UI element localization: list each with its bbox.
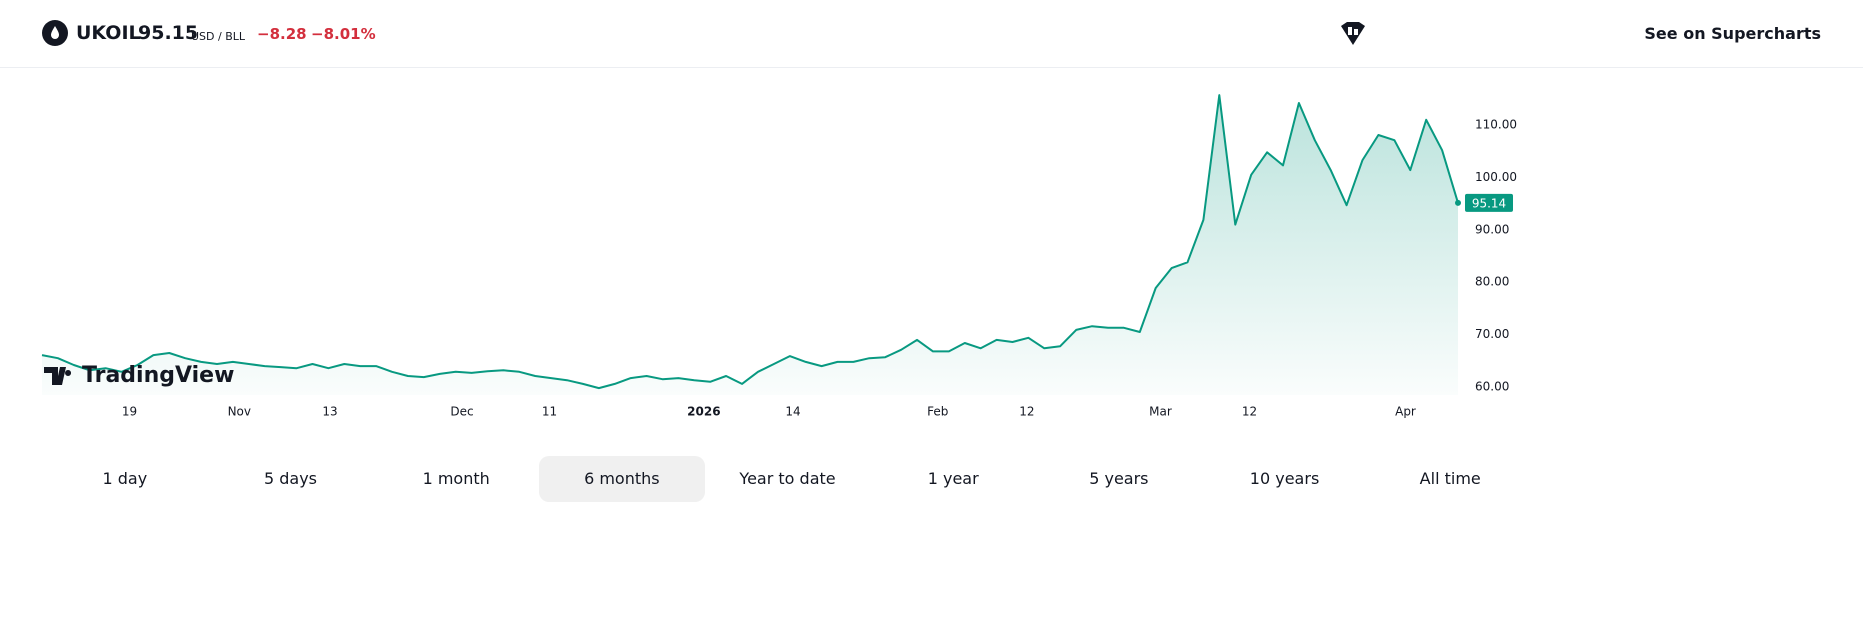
price-line: [41, 94, 1459, 390]
y-tick-label: 90.00: [1475, 222, 1509, 236]
x-tick-label: 14: [785, 405, 800, 419]
x-tick-label: Nov: [228, 405, 251, 419]
period-button[interactable]: 10 years: [1249, 469, 1320, 488]
price: 95.15: [138, 22, 199, 44]
period-button[interactable]: 5 days: [263, 469, 318, 488]
header: UKOIL 95.15 USD / BLL −8.28 −8.01% See o…: [0, 0, 1863, 68]
change-percent: −8.01%: [311, 25, 376, 43]
symbol-icon: [42, 20, 68, 46]
x-tick-label: Dec: [450, 405, 473, 419]
watermark-logo: [44, 367, 72, 385]
x-tick-label: 13: [322, 405, 337, 419]
supercharts-icon: [1341, 22, 1365, 45]
x-tick-label: Apr: [1395, 405, 1416, 419]
period-button[interactable]: 1 day: [102, 469, 148, 488]
chart: 60.00 70.00 80.00 90.00 100.00 110.00 19 Nov 13 D…: [41, 94, 1517, 419]
y-tick-label: 70.00: [1475, 327, 1509, 341]
change: −8.28: [257, 25, 307, 43]
period-button[interactable]: All time: [1419, 469, 1481, 488]
x-tick-label: 2026: [687, 405, 720, 419]
x-tick-label: Feb: [927, 405, 948, 419]
y-tick-label: 110.00: [1475, 118, 1517, 132]
y-tick-label: 80.00: [1475, 275, 1509, 289]
period-button[interactable]: 1 year: [927, 469, 979, 488]
area-fill: [42, 95, 1458, 395]
last-price-label: 95.14: [1472, 196, 1506, 210]
period-button[interactable]: 1 month: [422, 469, 490, 488]
period-button[interactable]: Year to date: [739, 469, 836, 488]
watermark: TradingView: [82, 363, 234, 388]
x-tick-label: 12: [1242, 405, 1257, 419]
x-tick-label: 19: [122, 405, 137, 419]
supercharts-link[interactable]: See on Supercharts: [1644, 24, 1821, 43]
y-tick-label: 60.00: [1475, 380, 1509, 394]
x-tick-label: 11: [542, 405, 557, 419]
symbol: UKOIL: [76, 22, 141, 44]
last-point: [1455, 199, 1461, 206]
y-tick-label: 100.00: [1475, 170, 1517, 184]
x-tick-label: Mar: [1149, 405, 1172, 419]
last-price-box: [1465, 193, 1513, 212]
x-tick-label: 12: [1019, 405, 1034, 419]
unit: USD / BLL: [191, 30, 246, 43]
period-bar: 1 day 5 days 1 month 6 months Year to da…: [42, 456, 1533, 502]
period-button[interactable]: 5 years: [1089, 469, 1149, 488]
period-button[interactable]: 6 months: [539, 456, 705, 502]
